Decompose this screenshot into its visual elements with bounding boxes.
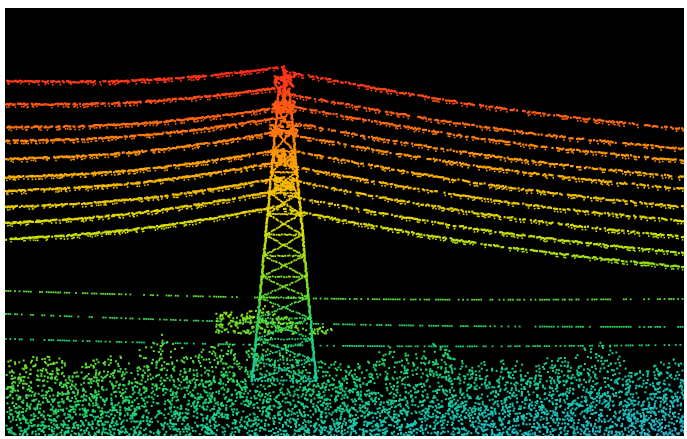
point-cloud-viewport xyxy=(5,8,684,436)
lidar-point-cloud xyxy=(5,65,684,436)
vegetation-canopy xyxy=(5,305,684,436)
transmission-tower-icon xyxy=(250,68,318,383)
power-lines xyxy=(5,65,684,348)
